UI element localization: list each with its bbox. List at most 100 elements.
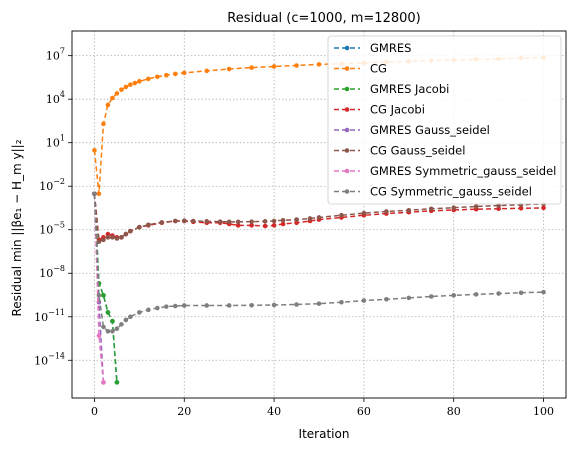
- data-point: [428, 294, 434, 299]
- legend-marker: [344, 86, 350, 92]
- data-point: [110, 318, 115, 324]
- data-point: [114, 380, 120, 385]
- data-point: [119, 87, 124, 92]
- data-point: [128, 82, 133, 87]
- data-point: [159, 220, 165, 225]
- data-point: [96, 333, 102, 338]
- data-point: [316, 62, 322, 67]
- data-point: [155, 305, 160, 311]
- data-point: [339, 299, 344, 305]
- legend-label: GMRES Symmetric_gauss_seidel: [370, 164, 556, 178]
- legend: GMRES CG GMRES Jacobi CG Jacobi GMRES Gauss_…: [327, 35, 562, 205]
- data-point: [384, 297, 389, 302]
- legend-label: GMRES Jacobi: [370, 82, 449, 96]
- data-point: [101, 293, 106, 298]
- data-point: [518, 290, 524, 296]
- x-axis-title: Iteration: [299, 427, 350, 441]
- x-tick-label: 40: [267, 405, 281, 418]
- data-point: [226, 219, 232, 225]
- series-line: [93, 193, 544, 333]
- data-point: [249, 223, 254, 228]
- data-point: [92, 191, 97, 197]
- data-point: [307, 216, 313, 221]
- y-tick-label: 104: [46, 90, 65, 106]
- data-point: [473, 292, 479, 297]
- data-point: [249, 65, 254, 70]
- data-point: [123, 317, 129, 323]
- legend-label: GMRES Gauss_seidel: [370, 123, 490, 137]
- data-point: [105, 328, 111, 334]
- data-point: [164, 72, 169, 78]
- data-point: [181, 70, 187, 76]
- legend-marker: [344, 66, 350, 71]
- series-layer: [92, 55, 546, 385]
- data-point: [101, 121, 106, 127]
- data-point: [181, 303, 187, 308]
- legend-label: CG Symmetric_gauss_seidel: [370, 185, 532, 199]
- data-point: [271, 218, 277, 224]
- data-point: [473, 204, 479, 209]
- data-point: [101, 237, 106, 243]
- data-point: [96, 239, 102, 244]
- data-point: [137, 310, 142, 315]
- data-point: [294, 217, 299, 222]
- y-tick-label: 10−11: [34, 308, 65, 324]
- data-point: [262, 219, 268, 224]
- data-point: [235, 219, 241, 225]
- legend-item: CG Gauss_seidel: [334, 144, 465, 158]
- data-point: [316, 215, 322, 220]
- data-point: [119, 235, 124, 240]
- data-point: [271, 223, 277, 228]
- data-point: [146, 307, 151, 313]
- data-point: [262, 223, 268, 229]
- data-point: [128, 228, 133, 234]
- series-5: [92, 191, 546, 244]
- data-point: [105, 102, 111, 108]
- data-point: [226, 303, 232, 308]
- data-point: [204, 303, 210, 308]
- data-point: [172, 303, 178, 309]
- data-point: [105, 235, 111, 240]
- data-point: [280, 217, 286, 223]
- legend-item: GMRES Gauss_seidel: [334, 123, 490, 137]
- legend-marker: [344, 45, 350, 51]
- data-point: [361, 210, 367, 216]
- x-tick-label: 0: [91, 405, 98, 418]
- data-point: [204, 68, 210, 74]
- legend-item: GMRES Symmetric_gauss_seidel: [334, 164, 556, 178]
- y-axis-title: Residual min ||βe₁ − H_m y||₂: [10, 139, 24, 316]
- y-tick-label: 101: [46, 134, 65, 150]
- data-point: [235, 223, 241, 228]
- data-point: [123, 84, 129, 90]
- data-point: [137, 79, 142, 84]
- data-point: [294, 63, 299, 68]
- data-point: [128, 314, 133, 320]
- x-tick-label: 60: [357, 405, 371, 418]
- x-tick-label: 20: [177, 405, 191, 418]
- legend-marker: [344, 189, 350, 194]
- legend-item: CG Symmetric_gauss_seidel: [334, 185, 532, 199]
- series-7: [92, 191, 546, 334]
- data-point: [164, 304, 169, 309]
- data-point: [226, 66, 232, 72]
- data-point: [110, 328, 115, 334]
- data-point: [361, 298, 367, 303]
- data-point: [541, 289, 546, 295]
- data-point: [451, 293, 457, 298]
- data-point: [406, 295, 412, 301]
- data-point: [96, 191, 102, 197]
- legend-item: GMRES Jacobi: [334, 82, 449, 96]
- legend-item: CG Jacobi: [334, 103, 425, 117]
- data-point: [119, 322, 124, 327]
- x-tick-label: 80: [447, 405, 461, 418]
- y-tick-label: 10−5: [39, 221, 65, 237]
- data-point: [172, 71, 178, 77]
- data-point: [204, 219, 210, 224]
- series-line: [93, 193, 544, 242]
- legend-item: CG: [334, 62, 387, 76]
- data-point: [155, 74, 160, 80]
- data-point: [146, 222, 151, 228]
- data-point: [114, 236, 120, 241]
